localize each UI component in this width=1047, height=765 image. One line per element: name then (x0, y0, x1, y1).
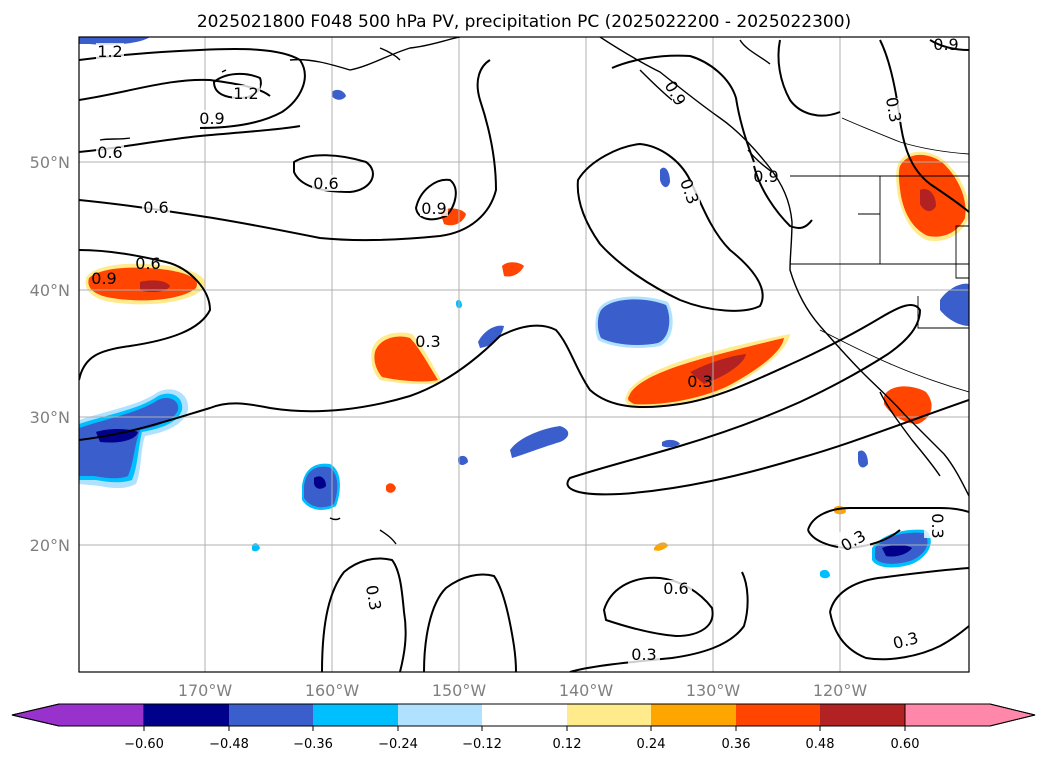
contour-label: 1.2 (97, 42, 122, 61)
contour-label: 0.6 (143, 198, 168, 217)
map-title: 2025021800 F048 500 hPa PV, precipitatio… (197, 12, 851, 32)
contour-label: 0.6 (313, 174, 338, 193)
colorbar-outline (11, 703, 1036, 727)
colorbar-segment (398, 704, 482, 726)
contour-label: 0.9 (199, 109, 224, 128)
lat-labels: 50°N 40°N 30°N 20°N (30, 153, 70, 555)
lat-label-20n: 20°N (30, 536, 70, 555)
colorbar-segment (144, 704, 229, 726)
contour-label: 0.3 (687, 372, 712, 391)
colorbar-tick-label: −0.60 (124, 737, 164, 752)
lat-label-50n: 50°N (30, 153, 70, 172)
colorbar-segment (736, 704, 820, 726)
colorbar-segment (482, 704, 567, 726)
map-frame (78, 36, 970, 673)
colorbar-tick-label: 0.48 (806, 737, 835, 752)
contour-label: 0.9 (933, 35, 958, 54)
map-panel: 1.2 1.2 0.9 0.6 0.6 0.6 0.6 0.9 0.9 0.3 … (78, 35, 970, 673)
lat-label-30n: 30°N (30, 408, 70, 427)
lon-label-150w: 150°W (432, 681, 487, 700)
lon-label-160w: 160°W (305, 681, 360, 700)
colorbar-segment (904, 703, 1036, 727)
colorbar-tick-label: −0.48 (209, 737, 249, 752)
contour-label: 1.2 (233, 84, 258, 103)
colorbar-segment (11, 703, 145, 727)
colorbar-tick-label: −0.24 (378, 737, 418, 752)
contour-label-group: 1.2 1.2 0.9 0.6 0.6 0.6 0.6 0.9 0.9 0.3 … (91, 35, 959, 664)
contour-label: 0.3 (415, 332, 440, 351)
colorbar-segment (229, 704, 313, 726)
colorbar-tick-label: 0.12 (553, 737, 582, 752)
lon-label-120w: 120°W (813, 681, 868, 700)
contour-label: 0.9 (753, 167, 778, 186)
contour-label: 0.6 (663, 579, 688, 598)
contour-label: 0.3 (882, 96, 905, 124)
contour-label: 0.9 (91, 269, 116, 288)
colorbar-tick-label: 0.36 (722, 737, 751, 752)
colorbar: −0.60 −0.48 −0.36 −0.24 −0.12 0.12 0.24 … (11, 703, 1036, 752)
contour-label: 0.6 (97, 143, 122, 162)
contour-label: 0.3 (631, 645, 656, 664)
lon-label-170w: 170°W (178, 681, 233, 700)
graticule (79, 37, 969, 672)
contour-label: 0.3 (362, 584, 385, 612)
lat-label-40n: 40°N (30, 281, 70, 300)
colorbar-segment (313, 704, 398, 726)
colorbar-segment (820, 704, 905, 726)
pv-contours (79, 39, 969, 672)
colorbar-segment (567, 704, 651, 726)
colorbar-segment (651, 704, 736, 726)
precip-shading (79, 37, 969, 579)
colorbar-tick-label: 0.60 (891, 737, 920, 752)
colorbar-tick-label: 0.24 (637, 737, 666, 752)
colorbar-ticks (143, 726, 906, 731)
lon-label-140w: 140°W (559, 681, 614, 700)
colorbar-tick-label: −0.12 (462, 737, 502, 752)
lon-labels: 170°W 160°W 150°W 140°W 130°W 120°W (178, 681, 868, 700)
contour-label: 0.9 (421, 199, 446, 218)
colorbar-tick-label: −0.36 (293, 737, 333, 752)
contour-label: 0.6 (135, 254, 160, 273)
lon-label-130w: 130°W (686, 681, 741, 700)
contour-label: 0.3 (928, 513, 947, 538)
coastlines (99, 37, 969, 545)
